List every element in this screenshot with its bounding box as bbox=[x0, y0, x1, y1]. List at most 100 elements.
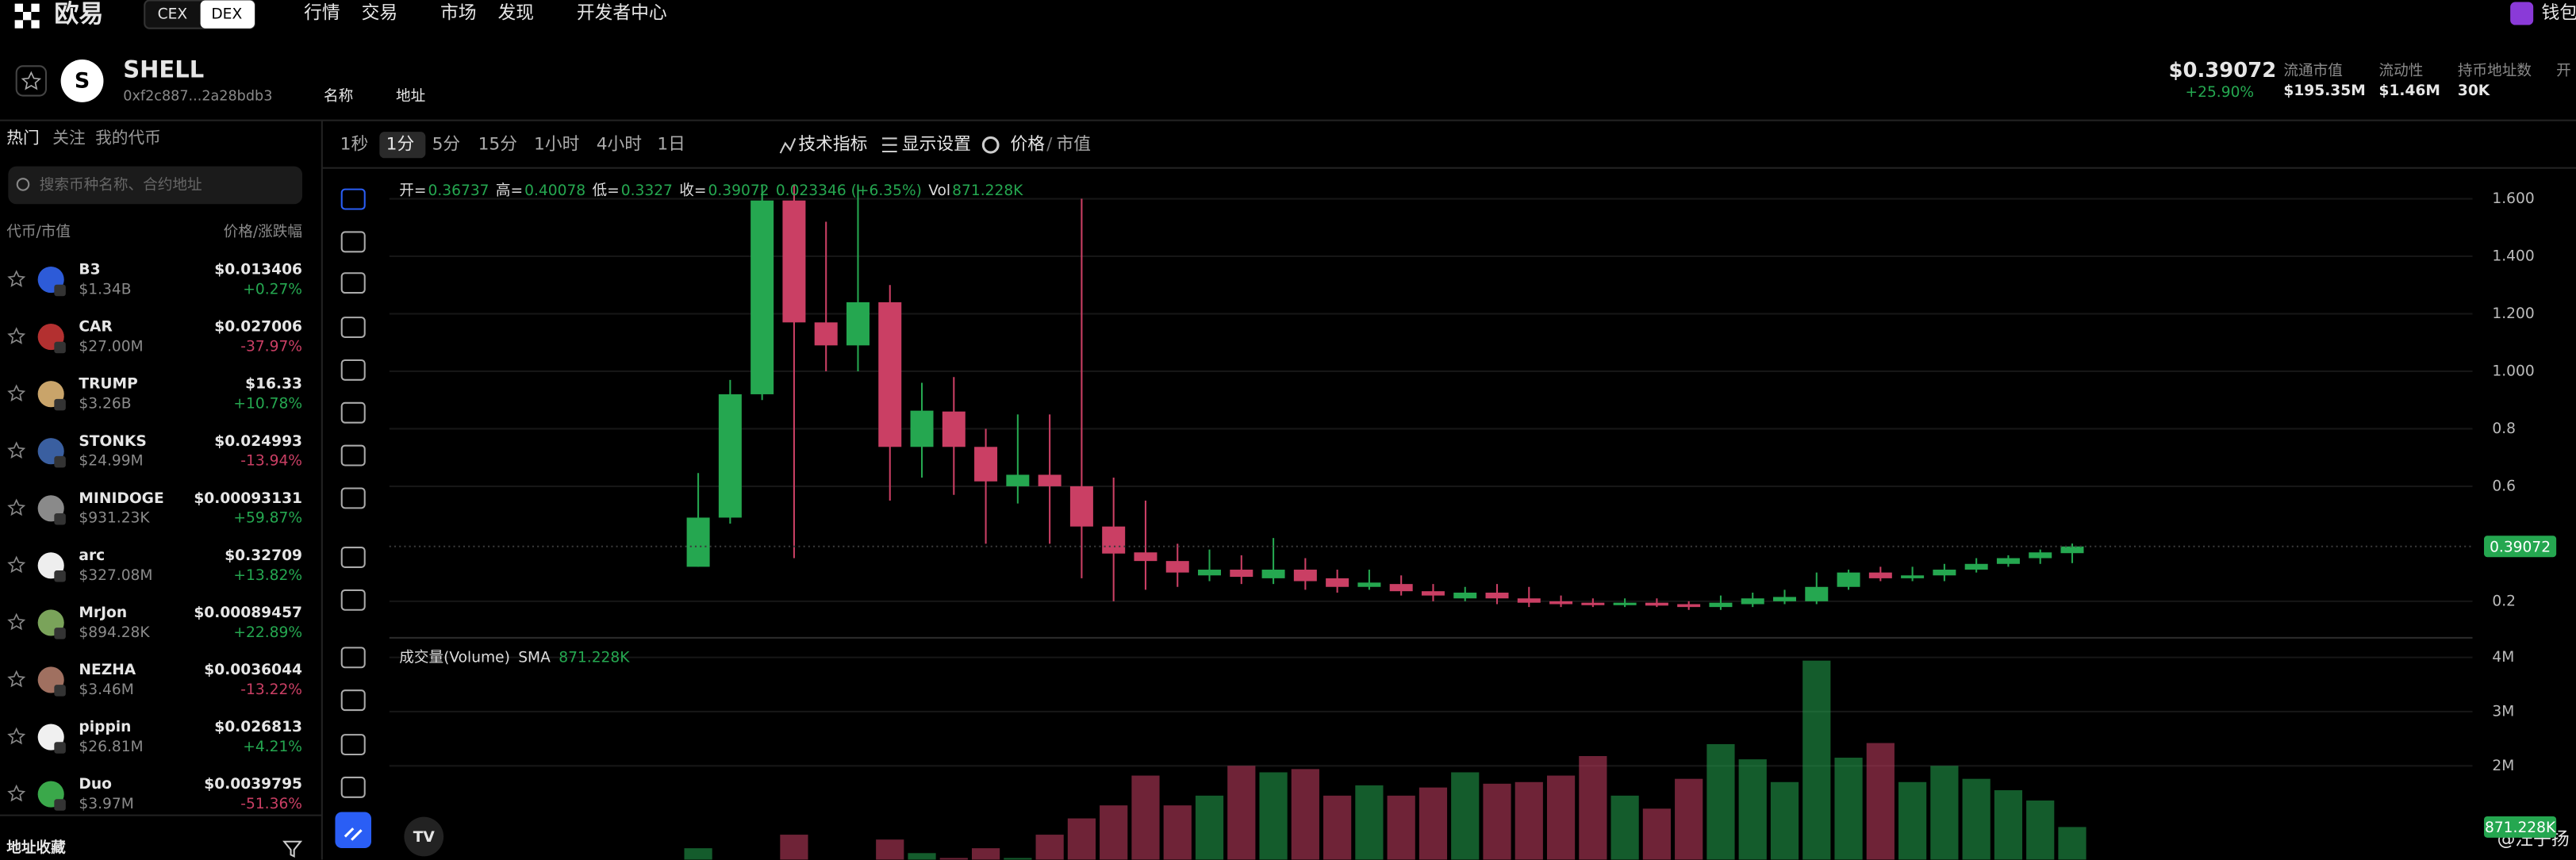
sidebar-tab[interactable]: 我的代币 bbox=[95, 128, 161, 147]
nav-item[interactable]: 开发者中心 bbox=[577, 3, 667, 24]
token-name[interactable]: CAR bbox=[79, 319, 112, 336]
legend-label: 低= bbox=[592, 182, 619, 199]
token-name[interactable]: MINIDOGE bbox=[79, 490, 163, 507]
view-mcap[interactable]: 市值 bbox=[1057, 135, 1091, 155]
chain-badge bbox=[54, 398, 66, 411]
volume-sma-value: 871.228K bbox=[559, 649, 630, 666]
token-change: -37.97% bbox=[240, 339, 302, 355]
token-name[interactable]: STONKS bbox=[79, 433, 146, 450]
favorite-star[interactable] bbox=[7, 270, 26, 287]
drawing-tool[interactable] bbox=[340, 359, 366, 381]
interval[interactable]: 15分 bbox=[478, 135, 517, 155]
favorite-star[interactable] bbox=[7, 784, 26, 802]
drawing-tool[interactable] bbox=[340, 647, 366, 669]
drawing-tool[interactable] bbox=[340, 444, 366, 466]
interval[interactable]: 5分 bbox=[432, 135, 461, 155]
dex-tab[interactable]: DEX bbox=[211, 6, 242, 23]
chain-badge bbox=[54, 570, 66, 582]
name-link[interactable]: 名称 bbox=[324, 88, 353, 105]
favorite-star[interactable] bbox=[7, 555, 26, 574]
token-change: +25.90% bbox=[2186, 84, 2255, 101]
link-icon bbox=[344, 827, 363, 841]
token-name[interactable]: B3 bbox=[79, 262, 100, 278]
token-mcap: $26.81M bbox=[79, 739, 143, 755]
tv-logo-bg bbox=[404, 816, 444, 857]
favorite-star[interactable] bbox=[7, 441, 26, 459]
candle-body bbox=[1677, 604, 1701, 608]
token-name[interactable]: MrJon bbox=[79, 605, 127, 621]
token-name[interactable]: TRUMP bbox=[79, 376, 137, 393]
drawing-tool[interactable] bbox=[340, 734, 366, 756]
chain-badge bbox=[54, 799, 66, 811]
volume-bar bbox=[1100, 805, 1128, 860]
candle-body bbox=[1549, 601, 1573, 605]
last-price-tag bbox=[2484, 536, 2557, 558]
chain-badge bbox=[54, 628, 66, 639]
legend-label: 高= bbox=[496, 182, 523, 199]
drawing-tool[interactable] bbox=[340, 689, 366, 712]
candle-body bbox=[1134, 552, 1157, 562]
drawing-tool[interactable] bbox=[340, 401, 366, 424]
nav-item[interactable]: 发现 bbox=[497, 3, 534, 24]
token-change: +22.89% bbox=[233, 624, 302, 641]
nav-item[interactable]: 行情 bbox=[304, 3, 340, 24]
address-link[interactable]: 地址 bbox=[396, 88, 425, 105]
search-box[interactable] bbox=[8, 166, 303, 205]
nav-item[interactable]: 市场 bbox=[440, 3, 477, 24]
legend-label: 收= bbox=[679, 182, 706, 199]
drawing-tool[interactable] bbox=[340, 589, 366, 611]
candle-body bbox=[1805, 586, 1829, 601]
sidebar-tab[interactable]: 关注 bbox=[52, 128, 85, 147]
favorite-star[interactable] bbox=[7, 670, 26, 688]
wallet[interactable]: 钱包 bbox=[2542, 3, 2576, 24]
gear-icon bbox=[981, 136, 1000, 154]
candle-body bbox=[1038, 474, 1061, 486]
drawing-tool[interactable] bbox=[340, 317, 366, 339]
volume-bar bbox=[1834, 758, 1863, 860]
candle-body bbox=[751, 200, 774, 394]
candle-body bbox=[878, 301, 902, 447]
token-symbol: SHELL bbox=[123, 56, 204, 83]
candle-body bbox=[1996, 558, 2020, 564]
favorite-star[interactable] bbox=[7, 384, 26, 401]
interval[interactable]: 1日 bbox=[657, 135, 685, 155]
drawing-tool[interactable] bbox=[340, 776, 366, 798]
token-name[interactable]: arc bbox=[79, 547, 105, 564]
column-header: 价格/涨跌幅 bbox=[224, 224, 302, 240]
cex-tab[interactable]: CEX bbox=[158, 6, 188, 23]
drawing-tool[interactable] bbox=[340, 188, 366, 210]
candle-body bbox=[1645, 602, 1668, 606]
interval[interactable]: 4小时 bbox=[597, 135, 642, 155]
drawing-tool[interactable] bbox=[340, 487, 366, 509]
favorite-button[interactable] bbox=[15, 65, 48, 97]
y-tick-label: 1.000 bbox=[2492, 363, 2534, 379]
candle-body bbox=[1741, 598, 1764, 605]
favorite-star[interactable] bbox=[7, 498, 26, 516]
volume-bar bbox=[1738, 759, 1767, 860]
drawing-tool[interactable] bbox=[340, 547, 366, 568]
stat-label: 持币地址数 bbox=[2458, 63, 2532, 79]
token-name[interactable]: NEZHA bbox=[79, 662, 136, 678]
candle-body bbox=[1006, 474, 1030, 486]
sidebar-tab[interactable]: 热门 bbox=[6, 128, 39, 147]
favorite-star[interactable] bbox=[7, 327, 26, 344]
interval[interactable]: 1分 bbox=[386, 135, 415, 155]
token-name[interactable]: pippin bbox=[79, 719, 131, 735]
toolbar-button[interactable]: 技术指标 bbox=[798, 135, 867, 155]
token-name[interactable]: Duo bbox=[79, 776, 112, 793]
filter-icon[interactable] bbox=[282, 840, 303, 858]
view-price[interactable]: 价格 bbox=[1011, 135, 1046, 155]
interval[interactable]: 1小时 bbox=[534, 135, 579, 155]
interval[interactable]: 1秒 bbox=[340, 135, 369, 155]
favorite-star[interactable] bbox=[7, 727, 26, 745]
stat-label: 流动性 bbox=[2379, 63, 2424, 79]
token-mcap: $3.97M bbox=[79, 796, 133, 812]
candle-body bbox=[1901, 575, 1925, 578]
volume-bar bbox=[1163, 805, 1192, 860]
toolbar-button[interactable]: 显示设置 bbox=[902, 135, 971, 155]
favorite-star[interactable] bbox=[7, 612, 26, 631]
drawing-tool[interactable] bbox=[340, 272, 366, 294]
candle-body bbox=[1613, 602, 1637, 605]
drawing-tool[interactable] bbox=[340, 231, 366, 253]
nav-item[interactable]: 交易 bbox=[362, 3, 398, 24]
